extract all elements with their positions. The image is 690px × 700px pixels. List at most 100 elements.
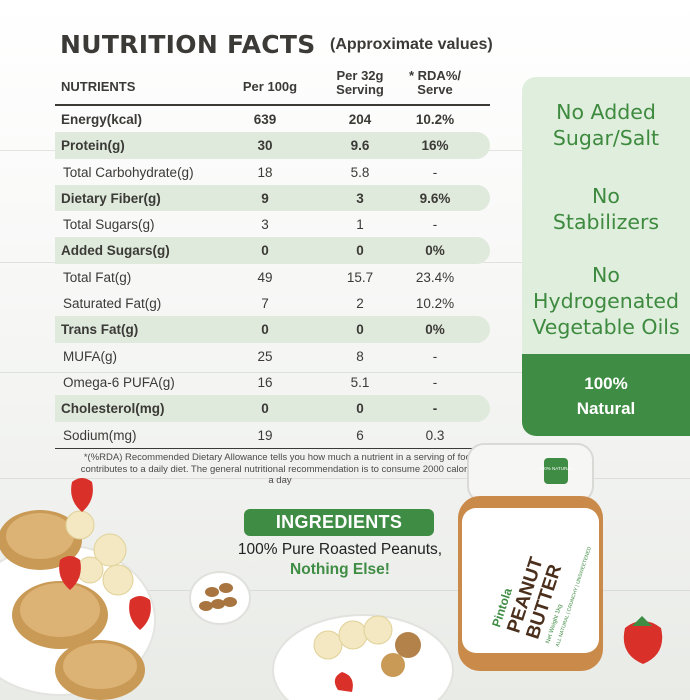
table-bottom-rule (55, 447, 490, 449)
cell-rda: - (432, 164, 438, 180)
claim-no-hydrogenated-oils: No Hydrogenated Vegetable Oils (522, 262, 690, 340)
claim-line: Sugar/Salt (552, 126, 660, 150)
claim-100-natural: 100% Natural (522, 371, 690, 421)
table-row: Protein(g) 30 9.6 16% (55, 132, 490, 159)
table-body: Energy(kcal) 639 204 10.2% Protein(g) 30 9.6 16… (55, 106, 490, 448)
ingredients-line2: Nothing Else! (290, 561, 390, 578)
header-rda-line2: Serve (417, 82, 453, 97)
cell-per100: 0 (261, 243, 269, 259)
jar-badge: 100% NATURAL (539, 466, 573, 471)
cell-name: Total Carbohydrate(g) (63, 164, 194, 180)
claim-no-stabilizers: No Stabilizers (522, 183, 690, 235)
pancake-plate-illustration (0, 478, 251, 700)
claim-line: Vegetable Oils (532, 315, 680, 339)
cell-name: MUFA(g) (63, 348, 117, 364)
natural-badge: 100% Natural (522, 354, 690, 436)
cell-per100: 3 (261, 217, 269, 233)
cell-rda: - (432, 374, 438, 390)
ingredients-line1: 100% Pure Roasted Peanuts, (237, 541, 443, 558)
table-row: Saturated Fat(g) 7 2 10.2% (55, 290, 490, 316)
cell-name: Sodium(mg) (63, 427, 137, 443)
page-subtitle: (Approximate values) (330, 36, 493, 53)
cell-per32: 204 (348, 112, 372, 127)
table-row: Cholesterol(mg) 0 0 - (55, 395, 490, 422)
table-row: Added Sugars(g) 0 0 0% (55, 237, 490, 264)
cell-name: Dietary Fiber(g) (61, 190, 161, 206)
cell-rda: 0% (425, 322, 445, 338)
cell-per100: 7 (261, 296, 269, 312)
cell-per32: 5.8 (350, 164, 370, 180)
claim-line: 100% (584, 374, 628, 393)
cell-name: Cholesterol(mg) (61, 401, 165, 417)
table-row: MUFA(g) 25 8 - (55, 343, 490, 369)
cell-rda: 10.2% (415, 112, 455, 127)
claim-no-added-sugar: No Added Sugar/Salt (522, 99, 690, 151)
cell-per32: 5.1 (350, 374, 370, 390)
claim-line: No Added (556, 100, 656, 124)
page-title: NUTRITION FACTS (60, 30, 316, 59)
table-row: Sodium(mg) 19 6 0.3 (55, 422, 490, 448)
header-divider (55, 104, 490, 106)
header-per32-line2: Serving (336, 82, 384, 97)
cell-name: Energy(kcal) (61, 112, 143, 127)
cell-per100: 19 (257, 427, 273, 443)
cell-per32: 0 (356, 401, 364, 417)
table-row: Total Sugars(g) 3 1 - (55, 211, 490, 237)
cell-per100: 49 (257, 269, 273, 285)
cell-name: Saturated Fat(g) (63, 296, 162, 312)
table-header: NUTRIENTS Per 100g Per 32g Serving * RDA… (55, 68, 490, 102)
table-row: Energy(kcal) 639 204 10.2% (55, 106, 490, 132)
rda-footnote: *(%RDA) Recommended Dietary Allowance te… (80, 452, 480, 486)
cell-per100: 30 (257, 138, 273, 154)
table-row: Omega-6 PUFA(g) 16 5.1 - (55, 369, 490, 395)
cell-per32: 2 (356, 296, 364, 312)
cell-rda: 23.4% (415, 269, 455, 285)
cell-rda: - (432, 401, 438, 417)
claim-line: No (592, 263, 620, 287)
cell-per100: 639 (253, 112, 277, 127)
cell-per100: 0 (261, 401, 269, 417)
claim-line: No (592, 184, 620, 208)
claim-line: Hydrogenated (533, 289, 679, 313)
cell-name: Protein(g) (61, 138, 125, 154)
header-rda-line1: * RDA%/ (408, 68, 461, 83)
table-row: Trans Fat(g) 0 0 0% (55, 316, 490, 343)
cell-rda: 16% (421, 138, 449, 154)
cell-per100: 16 (257, 374, 273, 390)
table-row: Total Carbohydrate(g) 18 5.8 - (55, 159, 490, 185)
cell-name: Added Sugars(g) (61, 243, 170, 259)
cell-per100: 18 (257, 164, 273, 180)
cell-rda: 9.6% (419, 190, 451, 206)
strawberry-illustration (623, 616, 663, 664)
cell-per32: 6 (356, 427, 364, 443)
banana-bowl-illustration (272, 614, 454, 700)
peanut-butter-jar: 100% NATURAL Pintola PEANUT BUTTER Net W… (458, 443, 603, 671)
cell-per100: 25 (257, 348, 273, 364)
cell-per32: 3 (356, 190, 364, 206)
header-per100: Per 100g (242, 79, 298, 94)
ingredients-label: INGREDIENTS (244, 509, 434, 536)
cell-name: Total Fat(g) (63, 269, 132, 285)
header-nutrients: NUTRIENTS (61, 79, 136, 94)
cell-per32: 15.7 (346, 269, 374, 285)
header-per32-line1: Per 32g (336, 68, 384, 83)
nutrition-table: NUTRIENTS Per 100g Per 32g Serving * RDA… (55, 68, 490, 449)
header-per32: Per 32g Serving (310, 69, 410, 97)
cell-name: Omega-6 PUFA(g) (63, 374, 175, 390)
cell-per100: 0 (261, 322, 269, 338)
claims-panel: No Added Sugar/Salt No Stabilizers No Hy… (522, 77, 690, 354)
cell-per32: 0 (356, 322, 364, 338)
header-rda: * RDA%/ Serve (385, 69, 485, 97)
table-row: Dietary Fiber(g) 9 3 9.6% (55, 184, 490, 212)
table-row: Total Fat(g) 49 15.7 23.4% (55, 264, 490, 290)
cell-per100: 9 (261, 190, 269, 206)
claim-line: Natural (576, 399, 636, 418)
cell-per32: 1 (356, 217, 364, 233)
cell-rda: 10.2% (415, 296, 455, 312)
claim-line: Stabilizers (552, 210, 660, 234)
cell-rda: - (432, 217, 438, 233)
cell-rda: - (432, 348, 438, 364)
cell-per32: 9.6 (350, 138, 370, 154)
ingredients-text: 100% Pure Roasted Peanuts, Nothing Else! (215, 540, 465, 580)
cell-rda: 0% (425, 243, 445, 259)
